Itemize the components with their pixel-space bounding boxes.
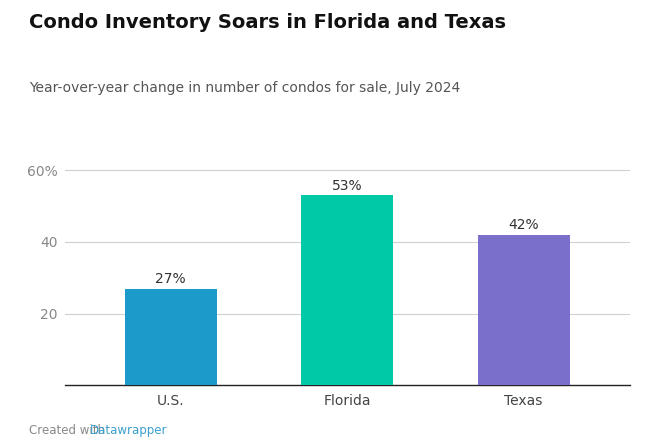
- Text: Condo Inventory Soars in Florida and Texas: Condo Inventory Soars in Florida and Tex…: [29, 13, 506, 32]
- Bar: [301, 195, 393, 385]
- Text: 53%: 53%: [332, 179, 363, 193]
- Text: Created with: Created with: [29, 424, 109, 437]
- Bar: [478, 235, 570, 385]
- Text: Datawrapper: Datawrapper: [90, 424, 167, 437]
- Text: 27%: 27%: [156, 272, 186, 286]
- Text: Year-over-year change in number of condos for sale, July 2024: Year-over-year change in number of condo…: [29, 81, 460, 95]
- Bar: [125, 289, 217, 385]
- Text: 42%: 42%: [508, 218, 539, 232]
